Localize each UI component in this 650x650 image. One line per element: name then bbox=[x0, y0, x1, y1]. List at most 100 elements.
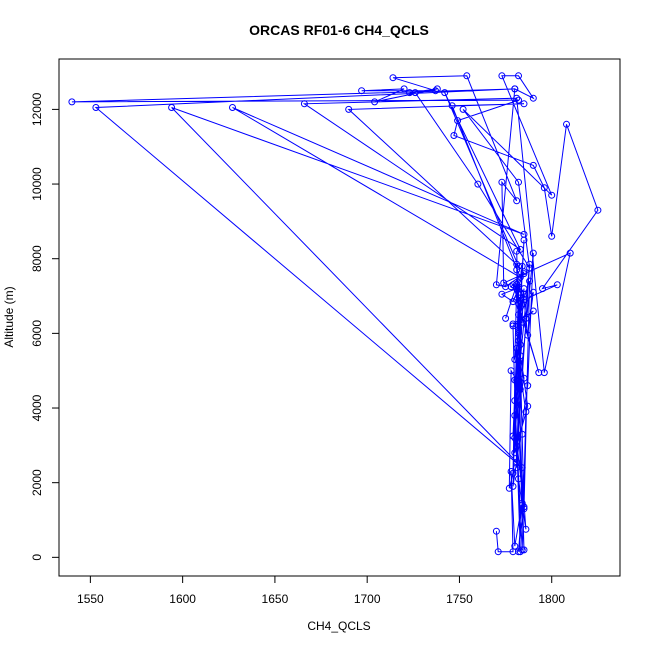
data-point bbox=[516, 288, 524, 296]
data-point bbox=[529, 94, 537, 102]
data-point bbox=[548, 191, 556, 199]
data-point bbox=[516, 385, 524, 393]
data-point bbox=[520, 296, 528, 304]
data-point bbox=[454, 117, 462, 125]
data-point bbox=[594, 206, 602, 214]
plot-area bbox=[68, 72, 602, 556]
y-tick-label: 2000 bbox=[30, 469, 44, 496]
data-point bbox=[526, 264, 534, 272]
data-point bbox=[498, 178, 506, 186]
data-point bbox=[513, 296, 521, 304]
data-point bbox=[516, 245, 524, 253]
data-point bbox=[515, 337, 522, 345]
data-point bbox=[494, 548, 502, 556]
data-point bbox=[518, 430, 526, 438]
y-axis: 0 2000 4000 6000 8000 10000 12000 bbox=[30, 92, 60, 561]
data-point bbox=[459, 105, 467, 113]
data-point bbox=[522, 314, 530, 322]
data-point bbox=[539, 285, 546, 293]
data-point bbox=[529, 307, 537, 315]
data-point bbox=[516, 548, 524, 556]
data-point bbox=[509, 432, 517, 440]
chart-title: ORCAS RF01-6 CH4_QCLS bbox=[249, 22, 429, 38]
data-point bbox=[450, 132, 458, 139]
data-point bbox=[516, 273, 524, 281]
data-point bbox=[433, 85, 441, 93]
data-point bbox=[515, 178, 522, 186]
data-point bbox=[432, 87, 439, 95]
data-point bbox=[548, 232, 556, 240]
data-point bbox=[498, 290, 506, 298]
data-point bbox=[505, 484, 513, 492]
data-point bbox=[511, 434, 519, 442]
data-point bbox=[371, 98, 379, 106]
data-point bbox=[68, 98, 76, 106]
data-point bbox=[518, 501, 526, 509]
data-point bbox=[518, 318, 526, 326]
x-tick-label: 1800 bbox=[538, 592, 565, 606]
y-tick-label: 10000 bbox=[30, 167, 44, 201]
x-tick-label: 1650 bbox=[262, 592, 289, 606]
data-point bbox=[511, 356, 519, 363]
data-point bbox=[507, 468, 515, 475]
data-point bbox=[463, 72, 471, 80]
data-point bbox=[540, 369, 548, 377]
data-point bbox=[515, 326, 522, 334]
data-point bbox=[516, 352, 524, 360]
data-point bbox=[529, 288, 537, 296]
data-point bbox=[522, 525, 530, 533]
data-point bbox=[520, 503, 528, 511]
data-point bbox=[524, 331, 532, 339]
y-tick-label: 0 bbox=[30, 554, 44, 561]
data-point bbox=[511, 412, 519, 419]
data-point bbox=[509, 320, 517, 328]
data-point bbox=[500, 279, 508, 287]
data-point bbox=[515, 328, 522, 335]
x-tick-label: 1550 bbox=[77, 592, 104, 606]
x-tick-label: 1600 bbox=[169, 592, 196, 606]
data-point bbox=[509, 322, 517, 330]
data-point bbox=[441, 89, 449, 97]
data-point bbox=[507, 367, 515, 375]
y-axis-label: Altitude (m) bbox=[2, 286, 16, 347]
data-point bbox=[515, 72, 522, 80]
data-point bbox=[529, 249, 537, 257]
data-point bbox=[511, 397, 519, 405]
data-point bbox=[524, 382, 532, 390]
data-point bbox=[516, 303, 524, 311]
data-point bbox=[513, 376, 521, 384]
data-point bbox=[566, 249, 574, 257]
data-point bbox=[511, 85, 519, 93]
data-point bbox=[509, 482, 517, 490]
data-point bbox=[520, 505, 528, 513]
data-point bbox=[345, 105, 353, 113]
data-point bbox=[520, 230, 528, 238]
data-point bbox=[513, 197, 521, 205]
x-tick-label: 1750 bbox=[446, 592, 473, 606]
data-point bbox=[515, 475, 522, 483]
y-tick-label: 8000 bbox=[30, 245, 44, 272]
data-point bbox=[511, 542, 519, 550]
data-point bbox=[509, 298, 517, 306]
y-tick-label: 12000 bbox=[30, 92, 44, 126]
data-point bbox=[513, 247, 521, 255]
data-point bbox=[448, 102, 456, 110]
data-point bbox=[553, 281, 561, 289]
data-point bbox=[400, 85, 408, 93]
data-point bbox=[516, 341, 524, 349]
data-point bbox=[406, 89, 414, 97]
data-point bbox=[513, 438, 521, 446]
data-point bbox=[513, 94, 521, 102]
data-point bbox=[540, 184, 548, 192]
series-line bbox=[71, 75, 599, 553]
data-point bbox=[515, 311, 522, 319]
plot-frame bbox=[58, 58, 621, 577]
data-point bbox=[520, 374, 528, 382]
data-point bbox=[492, 527, 500, 535]
data-point bbox=[229, 104, 236, 111]
data-point bbox=[518, 464, 526, 472]
data-point bbox=[516, 378, 524, 386]
data-point bbox=[518, 546, 526, 554]
data-point bbox=[520, 100, 528, 108]
